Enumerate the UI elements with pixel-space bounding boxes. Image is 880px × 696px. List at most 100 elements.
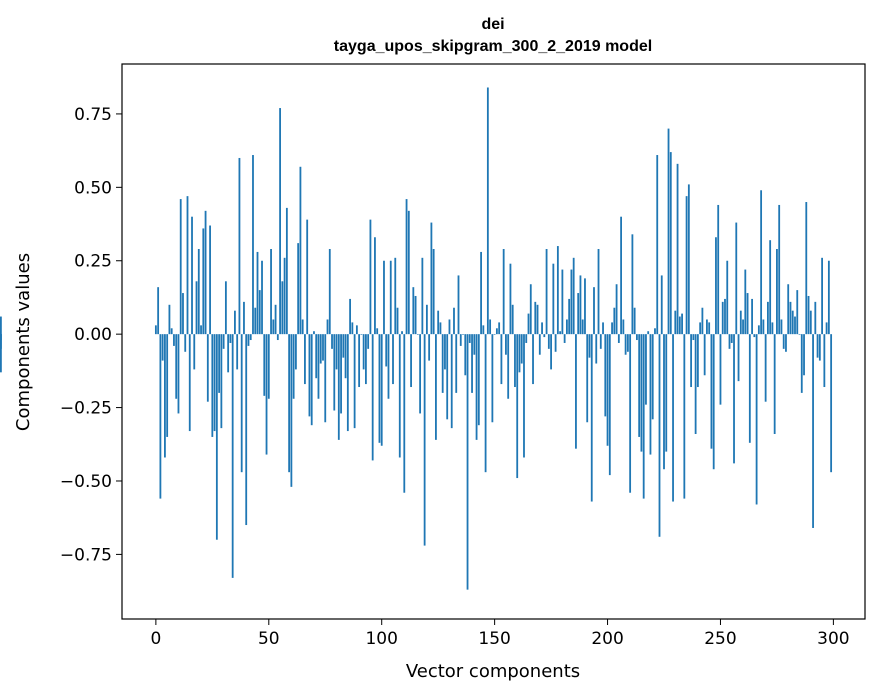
- bar: [218, 334, 221, 393]
- bar: [410, 334, 412, 388]
- bar: [191, 216, 193, 335]
- bar: [441, 334, 444, 393]
- bar: [249, 334, 252, 341]
- bar: [699, 322, 702, 335]
- bar: [606, 334, 609, 446]
- bar: [769, 240, 772, 335]
- bar: [161, 334, 164, 361]
- bar: [407, 210, 410, 335]
- bar: [279, 108, 281, 335]
- bar: [649, 334, 652, 455]
- bar: [728, 334, 731, 349]
- bar: [317, 334, 320, 399]
- bar: [297, 243, 300, 335]
- bar: [224, 281, 227, 335]
- bar: [466, 334, 469, 590]
- bar: [651, 334, 654, 420]
- bar: [737, 334, 740, 382]
- bar: [814, 301, 817, 335]
- bar: [520, 334, 523, 364]
- bar: [322, 334, 324, 361]
- bar: [243, 301, 245, 335]
- bar: [532, 334, 534, 385]
- bar: [507, 334, 510, 399]
- bar: [358, 334, 361, 388]
- bar: [387, 334, 390, 399]
- bar: [164, 334, 166, 458]
- y-axis-ticks: −0.75 −0.50 −0.25 0.00 0.25 0.50 0.75: [60, 105, 122, 565]
- bar: [484, 334, 487, 473]
- bar: [762, 319, 765, 335]
- bar: [827, 260, 830, 335]
- bar: [613, 307, 616, 335]
- bar: [412, 287, 415, 335]
- bar: [204, 210, 207, 335]
- bar: [771, 322, 774, 335]
- bar: [491, 334, 494, 423]
- bar: [665, 334, 668, 452]
- bar: [706, 319, 708, 335]
- bar: [157, 287, 160, 335]
- bar: [766, 301, 769, 335]
- bar: [401, 331, 403, 335]
- bar: [396, 307, 399, 335]
- bar: [380, 334, 383, 446]
- bar: [159, 334, 162, 499]
- bar: [527, 313, 530, 335]
- bar: [778, 204, 781, 335]
- bar: [579, 275, 582, 335]
- bar: [812, 334, 814, 528]
- bar: [681, 313, 683, 335]
- bar: [188, 334, 191, 432]
- bar: [599, 334, 602, 349]
- bar: [667, 128, 670, 335]
- bar: [394, 257, 397, 335]
- bar: [660, 275, 663, 335]
- bar: [611, 322, 613, 335]
- bar: [640, 334, 643, 452]
- bar: [337, 334, 340, 440]
- bar: [324, 334, 327, 423]
- bar: [816, 334, 819, 358]
- bar: [586, 334, 589, 423]
- bar: [448, 319, 451, 335]
- bar: [371, 334, 374, 461]
- bar: [211, 334, 214, 437]
- bar: [572, 257, 575, 335]
- bar: [523, 334, 525, 458]
- bar: [543, 334, 546, 338]
- bar: [541, 322, 543, 335]
- bar: [290, 334, 293, 487]
- bar: [177, 334, 180, 414]
- bar: [383, 260, 385, 335]
- bar: [294, 334, 297, 370]
- bar: [444, 334, 446, 370]
- bar: [633, 307, 636, 335]
- bar: [477, 334, 480, 426]
- chart-title: dei: [481, 16, 504, 33]
- x-tick-label: 200: [591, 629, 623, 649]
- bar: [570, 269, 573, 335]
- bar: [453, 307, 455, 335]
- bar: [721, 301, 724, 335]
- bar: [403, 334, 406, 493]
- y-tick-label: 0.00: [74, 325, 112, 345]
- bar: [389, 260, 392, 335]
- bar: [724, 298, 726, 335]
- x-tick-label: 300: [817, 629, 849, 649]
- bar: [486, 87, 489, 335]
- bar: [538, 334, 541, 355]
- bar: [270, 249, 272, 335]
- bar: [773, 334, 776, 434]
- bar: [267, 334, 270, 399]
- bar: [685, 196, 688, 335]
- bar: [193, 334, 196, 370]
- bar: [299, 166, 302, 335]
- bar: [556, 246, 559, 335]
- bar: [333, 334, 336, 411]
- bar: [733, 334, 735, 464]
- bar: [439, 322, 442, 335]
- bar: [184, 334, 187, 352]
- bar: [656, 155, 659, 335]
- bar: [236, 334, 239, 370]
